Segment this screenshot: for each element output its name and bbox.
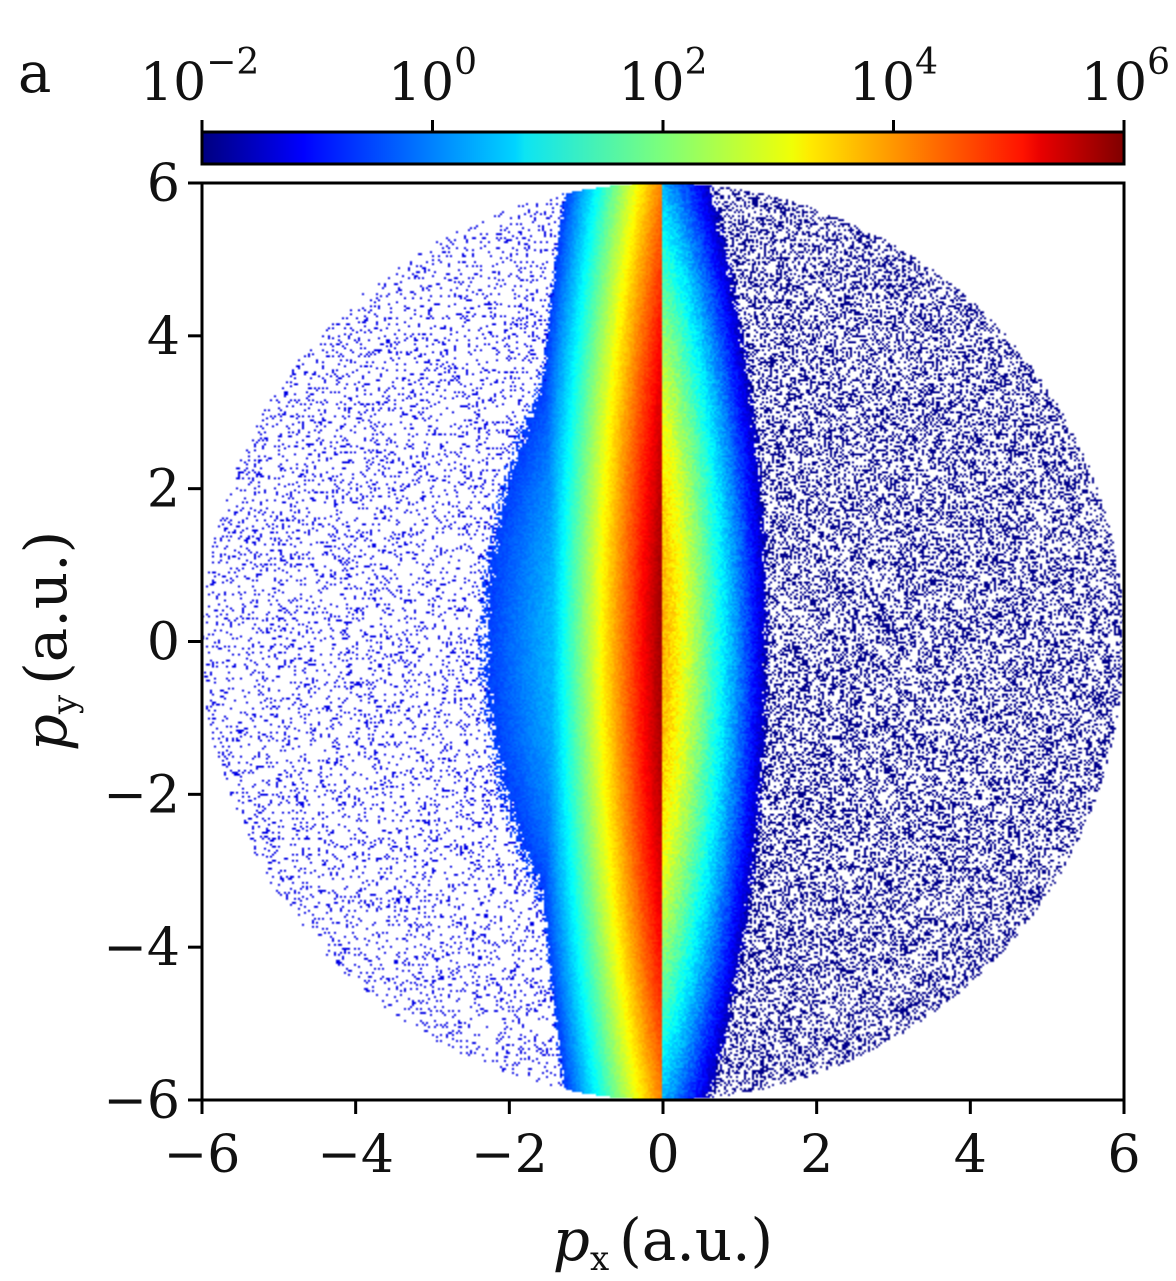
colorbar-tick-label: 106	[1081, 42, 1170, 113]
y-axis-ticks: −6 −4 −2 0 2 4 6	[103, 154, 202, 1131]
heatmap-image	[202, 183, 1124, 1100]
x-axis-ticks: −6 −4 −2 0 2 4 6	[164, 1100, 1141, 1185]
y-tick-label: 4	[147, 307, 180, 367]
colorbar-tick-label: 10−2	[140, 42, 259, 113]
x-tick-label: 6	[1107, 1125, 1140, 1185]
x-tick-label: 4	[954, 1125, 987, 1185]
y-tick-label: −6	[103, 1071, 180, 1131]
y-tick-label: −4	[103, 918, 180, 978]
y-axis-label: py (a.u.)	[12, 531, 85, 751]
x-axis-label: px (a.u.)	[553, 1206, 773, 1279]
x-tick-label: −2	[471, 1125, 548, 1185]
y-tick-label: 0	[147, 613, 180, 673]
panel-label: a	[18, 41, 51, 106]
colorbar-tick-label: 102	[618, 42, 707, 113]
x-axis-unit: (a.u.)	[619, 1206, 773, 1274]
y-tick-label: −2	[103, 765, 180, 825]
x-tick-label: 0	[646, 1125, 679, 1185]
colorbar-gradient	[200, 130, 1126, 166]
y-axis-subscript: y	[45, 694, 85, 715]
colorbar: 10−2 100 102 104 106	[140, 42, 1170, 166]
x-axis-symbol: p	[553, 1206, 590, 1274]
colorbar-tick-label: 104	[849, 42, 938, 113]
y-tick-label: 6	[147, 154, 180, 214]
x-tick-label: −4	[317, 1125, 394, 1185]
x-axis-subscript: x	[590, 1239, 609, 1279]
colorbar-tick-label: 100	[388, 42, 477, 113]
colorbar-ticks: 10−2 100 102 104 106	[140, 42, 1170, 132]
plot-area: −6 −4 −2 0 2 4 6 −6 −4 −2 0 2 4 6	[103, 154, 1140, 1185]
y-tick-label: 2	[147, 460, 180, 520]
y-axis-symbol: p	[12, 714, 80, 751]
x-tick-label: −6	[164, 1125, 241, 1185]
y-axis-unit: (a.u.)	[12, 531, 80, 685]
x-tick-label: 2	[800, 1125, 833, 1185]
